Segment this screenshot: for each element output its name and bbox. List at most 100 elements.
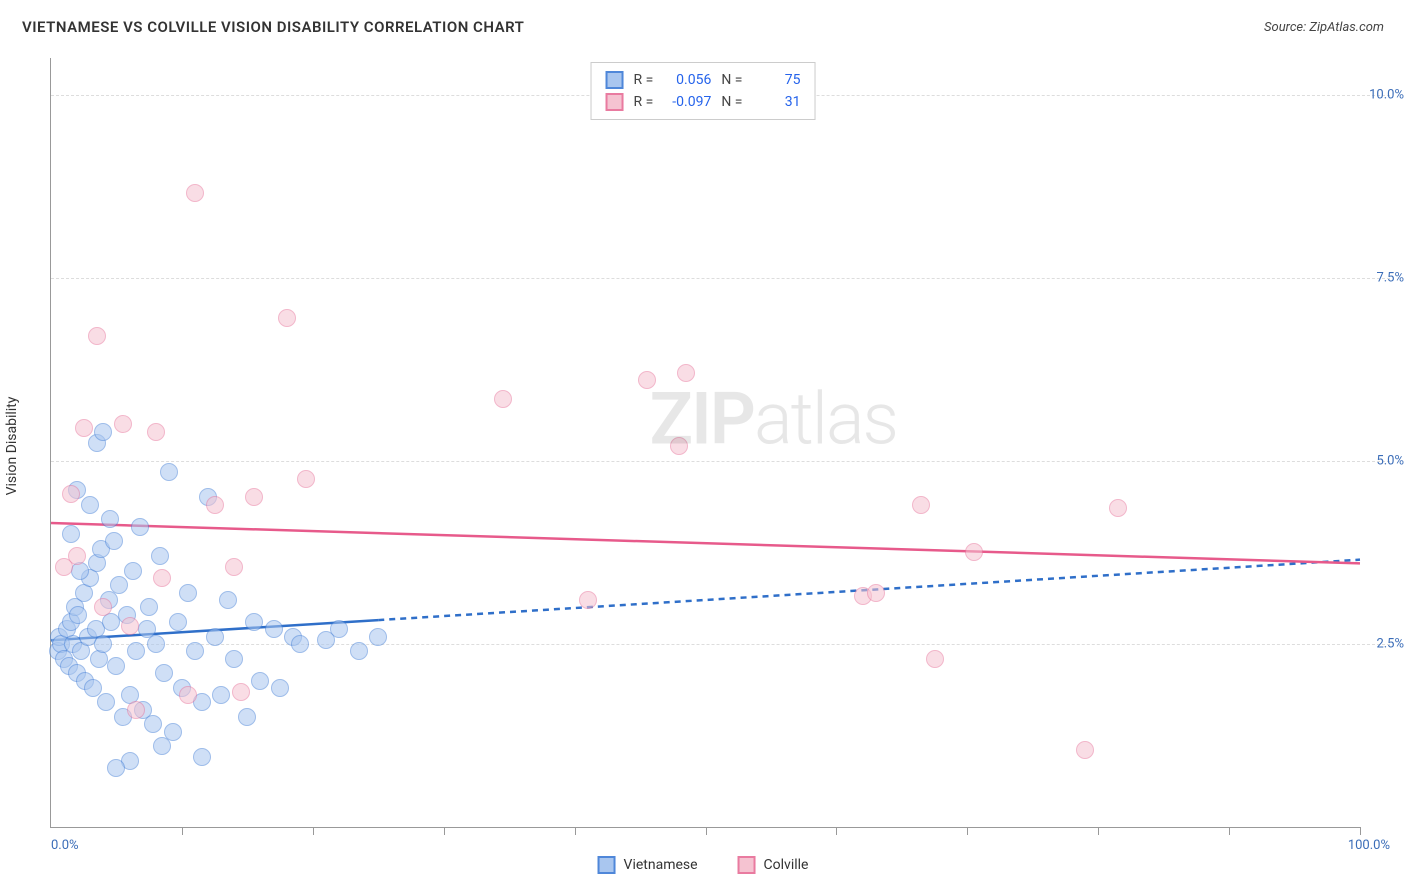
swatch-vietnamese	[598, 856, 616, 874]
y-tick-label: 2.5%	[1376, 636, 1404, 651]
n-value-colville: 31	[752, 91, 800, 113]
swatch-colville	[606, 93, 624, 111]
data-point	[193, 748, 211, 766]
legend-label-colville: Colville	[764, 857, 809, 873]
data-point	[1109, 499, 1127, 517]
data-point	[71, 562, 89, 580]
data-point	[169, 613, 187, 631]
legend-label-vietnamese: Vietnamese	[624, 857, 698, 873]
data-point	[97, 693, 115, 711]
data-point	[670, 437, 688, 455]
swatch-colville	[738, 856, 756, 874]
data-point	[69, 606, 87, 624]
data-point	[271, 679, 289, 697]
trend-line	[378, 560, 1360, 620]
data-point	[62, 525, 80, 543]
data-point	[245, 613, 263, 631]
y-tick-label: 10.0%	[1369, 87, 1404, 102]
legend-row-vietnamese: R = 0.056 N = 75	[606, 69, 801, 91]
data-point	[58, 620, 76, 638]
data-point	[68, 547, 86, 565]
n-label: N =	[721, 91, 742, 113]
data-point	[107, 657, 125, 675]
data-point	[66, 598, 84, 616]
data-point	[144, 715, 162, 733]
data-point	[118, 606, 136, 624]
data-point	[49, 642, 67, 660]
data-point	[124, 562, 142, 580]
data-point	[238, 708, 256, 726]
data-point	[173, 679, 191, 697]
data-point	[153, 569, 171, 587]
data-point	[101, 510, 119, 528]
data-point	[867, 584, 885, 602]
data-point	[94, 423, 112, 441]
data-point	[127, 701, 145, 719]
gridline-h	[51, 644, 1390, 645]
data-point	[88, 554, 106, 572]
data-point	[68, 664, 86, 682]
data-point	[50, 628, 68, 646]
data-point	[369, 628, 387, 646]
data-point	[131, 518, 149, 536]
data-point	[155, 664, 173, 682]
data-point	[193, 693, 211, 711]
legend-item-vietnamese: Vietnamese	[598, 856, 698, 874]
x-tick	[706, 827, 707, 835]
data-point	[854, 587, 872, 605]
data-point	[186, 184, 204, 202]
data-point	[102, 613, 120, 631]
data-point	[107, 759, 125, 777]
data-point	[147, 423, 165, 441]
data-point	[317, 631, 335, 649]
data-point	[75, 419, 93, 437]
data-point	[100, 591, 118, 609]
series-legend: Vietnamese Colville	[598, 856, 809, 874]
data-point	[265, 620, 283, 638]
data-point	[62, 485, 80, 503]
data-point	[232, 683, 250, 701]
data-point	[245, 488, 263, 506]
data-point	[579, 591, 597, 609]
data-point	[206, 628, 224, 646]
trend-line	[51, 620, 378, 640]
data-point	[72, 642, 90, 660]
data-point	[179, 584, 197, 602]
x-tick	[444, 827, 445, 835]
data-point	[638, 371, 656, 389]
r-value-vietnamese: 0.056	[663, 69, 711, 91]
x-max-label: 100.0%	[1348, 838, 1390, 853]
trend-lines-layer	[51, 58, 1360, 827]
data-point	[284, 628, 302, 646]
data-point	[297, 470, 315, 488]
r-label: R =	[634, 91, 654, 113]
y-axis-label: Vision Disability	[4, 397, 20, 496]
data-point	[127, 642, 145, 660]
data-point	[76, 672, 94, 690]
x-tick	[313, 827, 314, 835]
data-point	[677, 364, 695, 382]
x-tick	[967, 827, 968, 835]
data-point	[140, 598, 158, 616]
data-point	[55, 650, 73, 668]
data-point	[75, 584, 93, 602]
x-tick	[836, 827, 837, 835]
data-point	[105, 532, 123, 550]
data-point	[62, 613, 80, 631]
data-point	[92, 540, 110, 558]
data-point	[225, 558, 243, 576]
data-point	[164, 723, 182, 741]
data-point	[219, 591, 237, 609]
legend-item-colville: Colville	[738, 856, 809, 874]
data-point	[121, 686, 139, 704]
data-point	[225, 650, 243, 668]
data-point	[179, 686, 197, 704]
gridline-h	[51, 461, 1390, 462]
data-point	[84, 679, 102, 697]
data-point	[186, 642, 204, 660]
data-point	[87, 620, 105, 638]
data-point	[88, 434, 106, 452]
data-point	[926, 650, 944, 668]
gridline-h	[51, 278, 1390, 279]
data-point	[494, 390, 512, 408]
